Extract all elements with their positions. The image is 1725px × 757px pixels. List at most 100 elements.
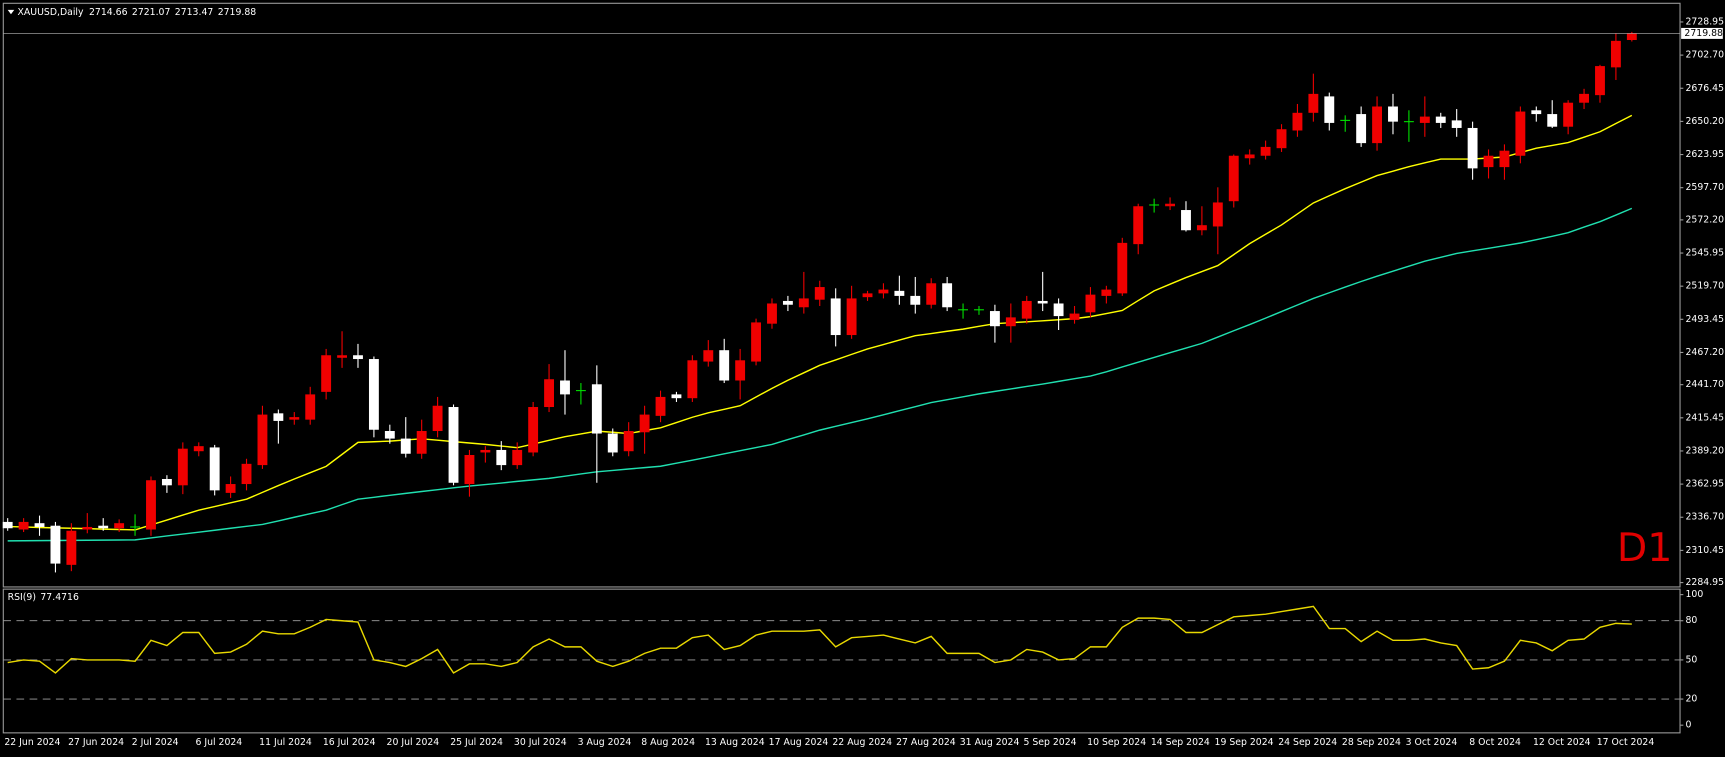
y-tick-label: 2284.95 — [1686, 577, 1725, 588]
y-tick-label: 2676.45 — [1686, 83, 1725, 94]
candle-body — [1196, 225, 1207, 231]
candle-body — [862, 293, 873, 298]
candle-body — [623, 431, 634, 452]
y-tick-label: 2336.70 — [1686, 512, 1725, 523]
header-high: 2721.07 — [132, 7, 171, 18]
y-tick-label: 2545.95 — [1686, 248, 1725, 259]
x-tick-label: 22 Aug 2024 — [832, 737, 892, 748]
x-tick-label: 22 Jun 2024 — [4, 737, 60, 748]
candle-body — [560, 380, 570, 395]
symbol-title: XAUUSD,Daily — [18, 7, 84, 18]
candle-body — [257, 414, 268, 466]
rsi-y-tick-label: 80 — [1686, 615, 1698, 626]
current-price-label: 2719.88 — [1684, 28, 1723, 39]
y-tick-label: 2362.95 — [1686, 479, 1725, 490]
x-tick-label: 16 Jul 2024 — [323, 737, 376, 748]
candle-body — [225, 484, 236, 493]
y-tick-label: 2389.20 — [1686, 445, 1725, 456]
candle-body — [1244, 154, 1255, 159]
candle-body — [1228, 155, 1239, 202]
moving-average-line — [7, 114, 1633, 531]
candle-body — [50, 525, 61, 564]
header-open: 2714.66 — [89, 7, 128, 18]
candle-body — [114, 523, 125, 529]
y-tick-label: 2415.45 — [1686, 412, 1725, 423]
candle-body — [448, 407, 459, 483]
candle-body — [798, 298, 809, 308]
candle-body — [1324, 96, 1335, 123]
candle-body — [1595, 66, 1605, 96]
candle-body — [82, 526, 93, 530]
x-tick-label: 17 Oct 2024 — [1597, 737, 1655, 748]
candle-body — [400, 438, 411, 454]
candle-body — [607, 433, 618, 453]
rsi-pane-frame — [2, 588, 1681, 734]
candle-body — [241, 463, 252, 485]
candle-body — [1419, 116, 1430, 123]
x-tick-label: 31 Aug 2024 — [960, 737, 1020, 748]
candle-body — [305, 394, 316, 420]
candle-body — [1356, 114, 1367, 144]
candle-body — [384, 431, 395, 439]
header-close: 2719.88 — [218, 7, 257, 18]
rsi-y-tick-label: 100 — [1686, 589, 1704, 600]
x-tick-label: 8 Oct 2024 — [1469, 737, 1521, 748]
candle-body — [480, 449, 491, 453]
candle-body — [1212, 202, 1223, 227]
header-low: 2713.47 — [175, 7, 214, 18]
rsi-y-tick-label: 20 — [1686, 694, 1698, 705]
candle-body — [655, 396, 666, 416]
candle-body — [1547, 114, 1558, 127]
candle-body — [1563, 102, 1574, 127]
candle-body — [1435, 116, 1446, 123]
candle-body — [177, 448, 188, 486]
candle-body — [1117, 242, 1128, 294]
candle-body — [1388, 106, 1398, 122]
candle-body — [735, 360, 746, 381]
chart-header: XAUUSD,Daily 2714.66 2721.07 2713.47 2719.88 — [18, 7, 257, 18]
x-tick-label: 2 Jul 2024 — [132, 737, 179, 748]
y-tick-label: 2623.95 — [1686, 149, 1725, 160]
rsi-y-tick-label: 0 — [1686, 720, 1692, 731]
moving-average-line — [7, 207, 1633, 542]
candle-body — [1085, 294, 1096, 313]
y-tick-label: 2702.70 — [1686, 50, 1725, 61]
y-tick-label: 2728.95 — [1686, 16, 1725, 27]
candle-body — [1181, 210, 1191, 231]
candle-body — [989, 311, 1000, 327]
candle-body — [353, 355, 363, 360]
x-tick-label: 10 Sep 2024 — [1087, 737, 1146, 748]
candle-body — [671, 394, 682, 399]
y-tick-label: 2650.20 — [1686, 116, 1725, 127]
x-tick-label: 8 Aug 2024 — [641, 737, 695, 748]
x-tick-label: 24 Sep 2024 — [1278, 737, 1337, 748]
candle-body — [1515, 111, 1526, 156]
candle-body — [639, 414, 650, 433]
candle-body — [209, 447, 220, 491]
collapse-arrow[interactable] — [7, 9, 15, 15]
candle-body — [878, 289, 889, 294]
candle-body — [416, 431, 427, 454]
candle-body — [719, 350, 730, 381]
candle-body — [814, 287, 825, 300]
x-tick-label: 11 Jul 2024 — [259, 737, 312, 748]
candle-body — [496, 449, 507, 466]
y-tick-label: 2310.45 — [1686, 545, 1725, 556]
x-tick-label: 6 Jul 2024 — [195, 737, 242, 748]
candle-body — [703, 350, 714, 362]
candle-body — [846, 298, 857, 336]
candle-body — [18, 521, 29, 530]
candle-body — [894, 290, 905, 296]
x-tick-label: 25 Jul 2024 — [450, 737, 503, 748]
candle-body — [1037, 300, 1048, 304]
x-tick-label: 3 Oct 2024 — [1406, 737, 1458, 748]
x-tick-label: 13 Aug 2024 — [705, 737, 765, 748]
x-tick-label: 27 Jun 2024 — [68, 737, 124, 748]
candle-body — [926, 283, 937, 305]
y-tick-label: 2493.45 — [1686, 314, 1725, 325]
candle-body — [34, 523, 45, 527]
x-tick-label: 30 Jul 2024 — [514, 737, 567, 748]
rsi-y-tick-label: 50 — [1686, 654, 1698, 665]
y-tick-label: 2441.70 — [1686, 379, 1725, 390]
